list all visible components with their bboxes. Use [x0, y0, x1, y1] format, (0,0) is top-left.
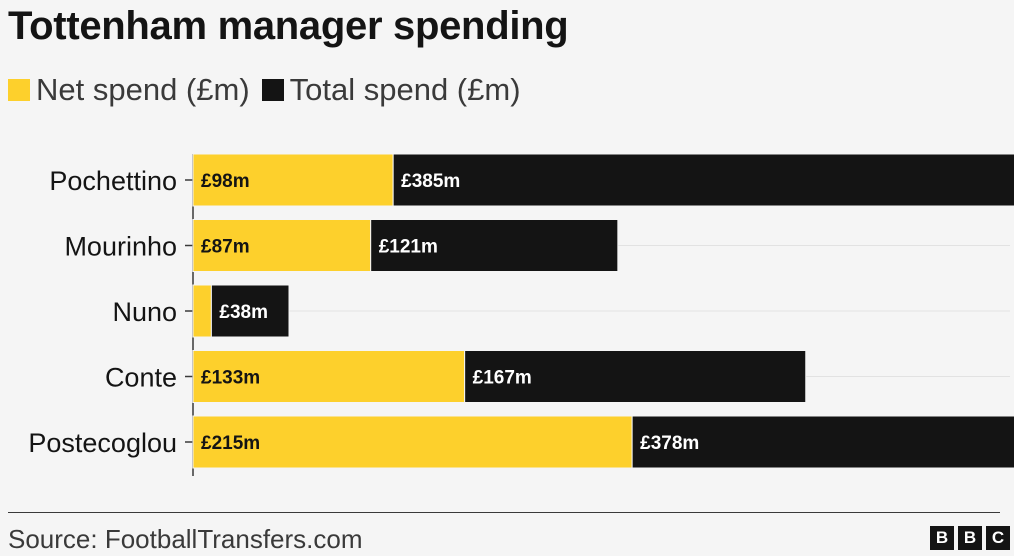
- category-label: Conte: [105, 363, 177, 393]
- legend-item-total-spend: Total spend (£m): [261, 72, 521, 108]
- category-label: Pochettino: [49, 166, 177, 196]
- legend: Net spend (£m) Total spend (£m): [8, 72, 533, 108]
- bar-value-label: £385m: [401, 171, 460, 192]
- chart-title: Tottenham manager spending: [8, 4, 569, 48]
- total-spend-bar: [210, 284, 290, 338]
- bar-chart: Pochettino £98m £385m Mourinho £87m £121m Nuno…: [28, 153, 1014, 476]
- bar-value-label: £98m: [201, 171, 250, 192]
- total-spend-bar: [631, 415, 1014, 469]
- bar-value-label: £133m: [201, 368, 260, 389]
- bar-value-label: £167m: [473, 368, 532, 389]
- bbc-logo-letter: C: [986, 526, 1010, 550]
- legend-label-total-spend: Total spend (£m): [289, 72, 521, 107]
- net-spend-bar: [192, 415, 633, 469]
- net-spend-bar: [192, 284, 212, 338]
- bar-value-label: £215m: [201, 433, 260, 454]
- bbc-logo-letter: B: [930, 526, 954, 550]
- total-spend-bar: [370, 219, 619, 272]
- total-spend-bar: [464, 350, 807, 403]
- bbc-logo: B B C: [930, 526, 1010, 550]
- total-spend-bar: [392, 153, 1014, 207]
- bar-value-label: £378m: [640, 433, 699, 454]
- legend-swatch-net-spend: [8, 79, 30, 101]
- bar-value-label: £38m: [219, 302, 268, 323]
- category-label: Nuno: [112, 297, 177, 327]
- category-label: Postecoglou: [28, 428, 177, 458]
- category-label: Mourinho: [64, 232, 177, 262]
- bbc-logo-letter: B: [958, 526, 982, 550]
- bar-value-label: £121m: [379, 237, 438, 258]
- legend-label-net-spend: Net spend (£m): [36, 72, 250, 107]
- net-spend-bar: [192, 219, 372, 272]
- bar-value-label: £87m: [201, 237, 250, 258]
- source-note: Source: FootballTransfers.com: [8, 524, 363, 554]
- footer-divider: [8, 512, 1000, 513]
- net-spend-bar: [192, 153, 394, 207]
- legend-item-net-spend: Net spend (£m): [8, 72, 250, 108]
- net-spend-bar: [192, 350, 466, 403]
- legend-swatch-total-spend: [261, 79, 284, 101]
